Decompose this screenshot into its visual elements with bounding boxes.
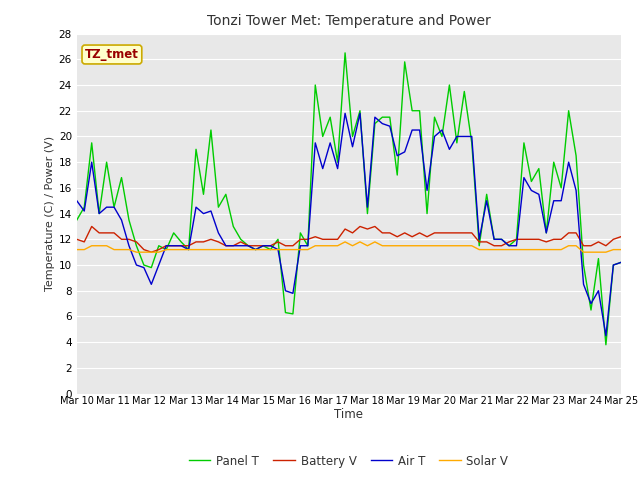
Panel T [386,114,394,120]
Y-axis label: Temperature (C) / Power (V): Temperature (C) / Power (V) [45,136,54,291]
Panel T [252,247,259,252]
Battery V [200,239,207,245]
Panel T [341,50,349,56]
Battery V [394,234,401,240]
Solar V [73,247,81,252]
Battery V [73,237,81,242]
Air T [378,120,386,126]
Solar V [394,243,401,249]
Legend: Panel T, Battery V, Air T, Solar V: Panel T, Battery V, Air T, Solar V [184,450,513,472]
Battery V [580,243,588,249]
Air T [73,198,81,204]
Solar V [192,247,200,252]
Line: Battery V: Battery V [77,227,621,252]
Line: Panel T: Panel T [77,53,621,345]
Battery V [147,249,155,255]
Panel T [73,217,81,223]
Panel T [617,260,625,265]
Air T [602,333,610,338]
Panel T [185,247,193,252]
Solar V [132,249,140,255]
Air T [185,247,193,252]
Air T [386,123,394,129]
Battery V [207,237,215,242]
Battery V [617,234,625,240]
Solar V [580,249,588,255]
Title: Tonzi Tower Met: Temperature and Power: Tonzi Tower Met: Temperature and Power [207,14,491,28]
Air T [572,188,580,193]
Air T [192,204,200,210]
Panel T [602,342,610,348]
Panel T [572,153,580,158]
Solar V [617,247,625,252]
Panel T [378,114,386,120]
Air T [341,110,349,116]
Battery V [386,230,394,236]
Panel T [192,146,200,152]
X-axis label: Time: Time [334,408,364,421]
Line: Air T: Air T [77,113,621,336]
Solar V [259,247,267,252]
Solar V [341,239,349,245]
Text: TZ_tmet: TZ_tmet [85,48,139,61]
Solar V [386,243,394,249]
Solar V [200,247,207,252]
Line: Solar V: Solar V [77,242,621,252]
Battery V [267,243,275,249]
Air T [617,260,625,265]
Battery V [88,224,95,229]
Air T [252,247,259,252]
